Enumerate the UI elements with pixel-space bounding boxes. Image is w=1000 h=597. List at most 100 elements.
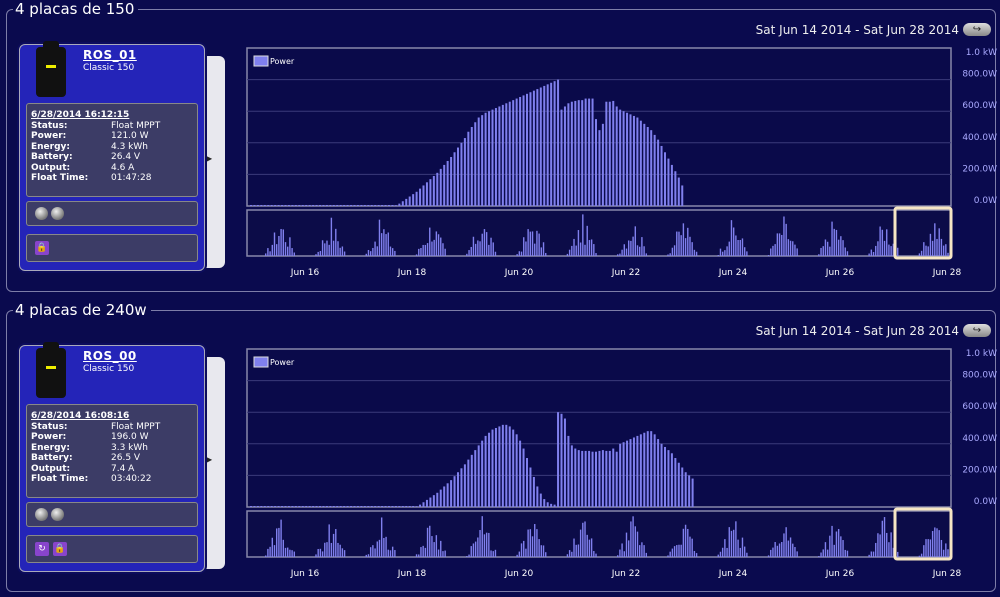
navigator-bar: [726, 547, 728, 557]
power-bar: [491, 429, 494, 507]
navigator-bar: [433, 542, 435, 557]
power-bar: [684, 472, 687, 507]
navigator-bar: [947, 252, 949, 256]
stat-row: Power: 196.0 W: [31, 432, 149, 442]
navigator-bar: [794, 244, 796, 256]
range-button[interactable]: ↪: [963, 324, 991, 337]
power-bar: [256, 205, 259, 206]
navigator-bar: [929, 539, 932, 557]
power-bar: [632, 437, 635, 507]
navigator-bar: [579, 242, 582, 256]
navigator-bar: [332, 533, 335, 557]
navigator-bar: [380, 517, 383, 557]
navigator-bar: [282, 539, 284, 557]
power-bar: [488, 111, 491, 206]
navigator-bar: [287, 246, 289, 256]
power-bar: [688, 475, 691, 507]
navigator-bar: [479, 530, 481, 557]
power-bar: [325, 205, 328, 206]
power-chart[interactable]: 1.0 kW 800.0W 600.0W 400.0W 200.0W 0.0W Power J…: [241, 47, 1000, 287]
navigator-bar: [886, 229, 888, 256]
expand-tab[interactable]: ▶: [202, 56, 225, 268]
navigator-bar: [317, 548, 319, 557]
navigator-bar: [818, 556, 820, 557]
navigator-bar: [571, 551, 573, 557]
power-bar: [581, 100, 584, 206]
power-bar: [670, 164, 673, 206]
power-bar: [664, 152, 666, 206]
navigator-bar: [433, 239, 435, 256]
navigator-bar: [269, 251, 271, 256]
navigator-bar: [842, 540, 844, 557]
power-bar: [287, 205, 290, 206]
power-bar: [529, 92, 532, 206]
power-bar: [388, 506, 390, 507]
navigator-bar: [927, 246, 929, 256]
power-bar: [560, 413, 563, 507]
power-bar: [529, 467, 532, 507]
led-bar: [26, 502, 198, 527]
power-bar: [398, 203, 401, 206]
power-bar: [415, 191, 418, 206]
navigator-bar: [897, 247, 899, 256]
navigator-bar: [343, 550, 346, 557]
range-button[interactable]: ↪: [963, 23, 991, 36]
navigator-bar: [680, 235, 682, 256]
navigator-bar: [440, 540, 442, 557]
navigator-bar: [293, 551, 295, 557]
lock-icon[interactable]: 🔒: [53, 542, 67, 556]
navigator-bar: [267, 248, 269, 256]
navigator-bar: [680, 544, 682, 557]
navigator-bar: [291, 550, 293, 557]
power-bar: [270, 506, 273, 507]
power-chart[interactable]: 1.0 kW 800.0W 600.0W 400.0W 200.0W 0.0W Power J…: [241, 348, 1000, 588]
power-bar: [453, 476, 456, 507]
navigator-bar: [474, 243, 477, 256]
refresh-icon[interactable]: ↻: [35, 542, 49, 556]
device-name[interactable]: ROS_00: [83, 349, 137, 363]
navigator-bar: [724, 250, 726, 256]
legend-label: Power: [270, 57, 295, 66]
panel-title: 4 placas de 240w: [13, 301, 151, 319]
power-bar: [626, 112, 629, 206]
navigator-bar: [341, 548, 344, 557]
power-bar: [287, 506, 290, 507]
power-bar: [601, 123, 604, 206]
navigator-bar: [291, 248, 293, 256]
power-bar: [591, 98, 594, 206]
chart-svg: 1.0 kW 800.0W 600.0W 400.0W 200.0W 0.0W Power J…: [246, 348, 997, 579]
stat-row: Status: Float MPPT: [31, 120, 161, 131]
navigator-bar: [868, 554, 870, 557]
navigator-bar: [527, 229, 529, 256]
navigator-bar: [315, 554, 317, 557]
navigator-bar: [835, 531, 838, 557]
power-bar: [312, 506, 315, 507]
navigator-bar: [641, 542, 643, 557]
navigator-bar: [872, 551, 875, 557]
navigator-bar: [875, 542, 877, 557]
navigator-bar: [369, 547, 372, 557]
power-bar: [429, 179, 432, 206]
lock-icon[interactable]: 🔒: [35, 241, 49, 255]
navigator-bar: [739, 239, 741, 256]
navigator-bar: [673, 245, 676, 256]
power-bar: [553, 81, 556, 206]
navigator-bar: [365, 253, 367, 256]
navigator-bar: [273, 545, 276, 557]
navigator-selection: [893, 206, 953, 260]
power-bar: [450, 157, 453, 206]
stat-row: Battery: 26.5 V: [31, 453, 141, 463]
device-name[interactable]: ROS_01: [83, 48, 137, 62]
navigator-bar: [394, 250, 396, 256]
navigator-bar: [877, 241, 879, 256]
navigator-bar: [840, 236, 842, 256]
navigator-bar: [940, 238, 943, 256]
expand-tab[interactable]: ▶: [202, 357, 225, 569]
power-bar: [305, 506, 308, 507]
navigator-bar: [376, 246, 378, 256]
y-tick-label: 200.0W: [962, 164, 997, 174]
power-bar: [263, 205, 266, 206]
navigator-bar: [947, 549, 949, 557]
navigator-bar: [542, 545, 545, 557]
power-bar: [560, 109, 563, 206]
